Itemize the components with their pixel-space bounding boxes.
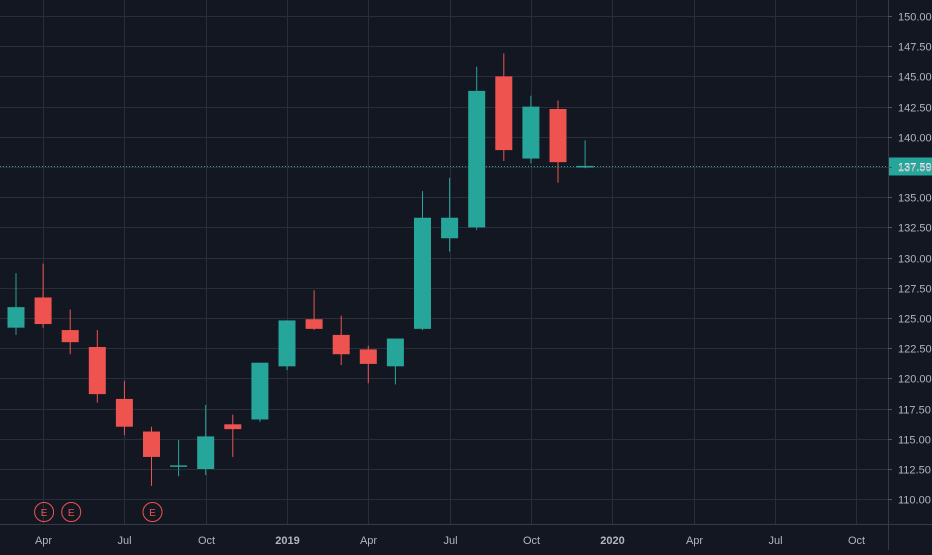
candle[interactable] [34,263,52,328]
y-tick-label: 142.50 [898,103,932,115]
candle-body [143,431,160,457]
x-tick-label: Jul [768,535,782,547]
x-tick-label: 2019 [275,535,299,547]
candle[interactable] [115,380,133,436]
candle[interactable] [7,273,25,335]
candle[interactable] [441,177,459,252]
x-tick-label: Jul [443,535,457,547]
candle-body [468,90,486,228]
earnings-marker[interactable]: E [61,502,82,522]
x-tick-label: Apr [360,535,377,547]
earnings-marker[interactable]: E [142,502,163,522]
earnings-marker-circle [61,502,82,522]
x-tick-label: Apr [686,535,703,547]
last-price-label: 137.59 [898,162,932,174]
x-tick-label: Apr [35,535,52,547]
candle[interactable] [278,320,296,370]
candle-body [441,217,459,239]
candle[interactable] [224,414,242,457]
candle-body [34,297,52,325]
candle-body [197,436,215,469]
earnings-marker[interactable]: E [34,502,55,522]
candle-body [278,320,296,367]
y-tick-label: 137.50 [898,163,932,175]
candle-body [88,346,106,395]
y-tick-label: 135.00 [898,193,932,205]
y-tick-label: 110.00 [898,495,931,507]
y-tick-label: 147.50 [898,42,932,54]
candle-body [170,465,188,467]
candle-body [549,109,567,163]
candle[interactable] [549,100,567,183]
candles [7,53,594,486]
grid-lines [0,0,888,524]
candle[interactable] [61,309,79,355]
y-tick-label: 150.00 [898,12,932,24]
earnings-marker-label: E [41,508,48,519]
y-tick-label: 120.00 [898,374,932,386]
candle-body [386,338,404,367]
y-tick-label: 125.00 [898,314,932,326]
candle[interactable] [468,66,486,230]
candle-body [359,349,377,364]
x-tick-label: Jul [117,535,131,547]
candle-body [305,319,323,329]
y-tick-label: 140.00 [898,133,932,145]
earnings-marker-label: E [149,508,156,519]
x-axis-ticks: Apr Jul Oct 2019 Apr Jul Oct 2020 Apr Jul Oct [35,535,865,547]
earnings-marker-label: E [68,508,75,519]
y-tick-label: 145.00 [898,72,932,84]
candle-body [414,217,431,329]
candle-body [251,362,269,420]
candle[interactable] [88,330,106,403]
last-price-badge [889,157,932,176]
candle[interactable] [522,95,540,164]
candle-body [115,398,133,427]
x-tick-label: Oct [848,535,865,547]
y-axis-ticks: 150.00 147.50 145.00 142.50 140.00 137.50 135.… [888,12,932,507]
candle[interactable] [576,140,594,169]
candle[interactable] [414,191,431,331]
y-tick-label: 132.50 [898,223,932,235]
x-tick-label: Oct [198,535,215,547]
x-tick-label: 2020 [600,535,624,547]
y-tick-label: 112.50 [898,465,931,477]
candle[interactable] [359,345,377,384]
earnings-marker-circle [34,502,55,522]
candle[interactable] [251,362,269,422]
candle[interactable] [495,53,513,161]
candle-body [61,330,79,343]
candle-body [522,106,540,159]
candle[interactable] [143,426,160,486]
candle[interactable] [197,404,215,476]
y-tick-label: 127.50 [898,284,932,296]
candle-body [224,424,242,430]
y-tick-label: 130.00 [898,254,932,266]
candle[interactable] [332,315,350,366]
candle[interactable] [305,290,323,331]
y-tick-label: 115.00 [898,435,931,447]
last-price-line: 137.59 [0,157,932,176]
y-tick-label: 122.50 [898,344,932,356]
y-tick-label: 117.50 [898,405,931,417]
candle-body [7,307,25,328]
candle-body [332,334,350,355]
candle[interactable] [386,338,404,385]
candle[interactable] [170,440,188,477]
earnings-marker-circle [142,502,163,522]
candle-body [495,76,513,151]
x-tick-label: Oct [523,535,540,547]
